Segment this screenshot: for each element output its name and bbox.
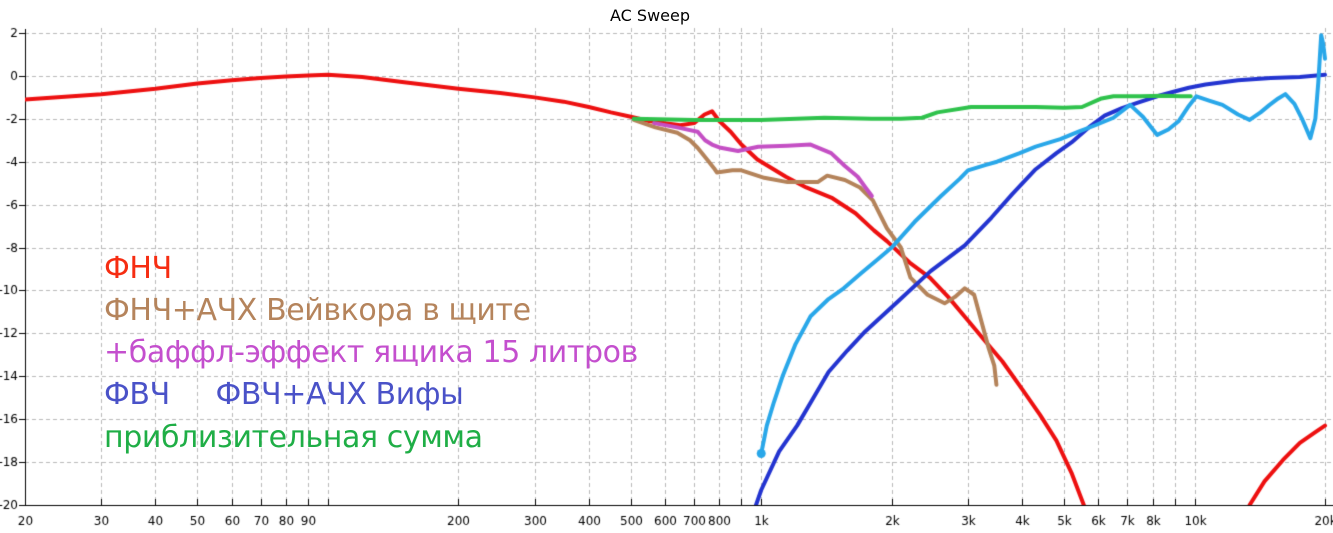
legend-item-2: +баффл-эффект ящика 15 литров [104,335,638,370]
legend-item-4: приблизительная сумма [104,420,483,455]
legend-item-3: ФВЧ ФВЧ+АЧХ Вифы [104,377,464,412]
legend-item-0: ФНЧ [104,251,172,286]
legend-item-1: ФНЧ+АЧХ Вейвкора в щите [104,293,531,328]
